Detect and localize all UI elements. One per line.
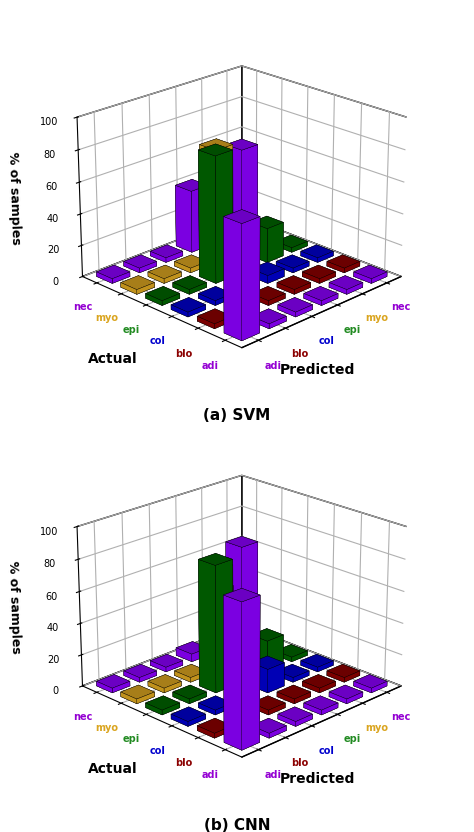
Text: Predicted: Predicted [280, 363, 355, 377]
Text: Actual: Actual [88, 761, 137, 775]
Title: (b) CNN: (b) CNN [204, 818, 270, 832]
Text: Predicted: Predicted [280, 772, 355, 786]
Title: (a) SVM: (a) SVM [203, 409, 271, 423]
Text: Actual: Actual [88, 352, 137, 366]
